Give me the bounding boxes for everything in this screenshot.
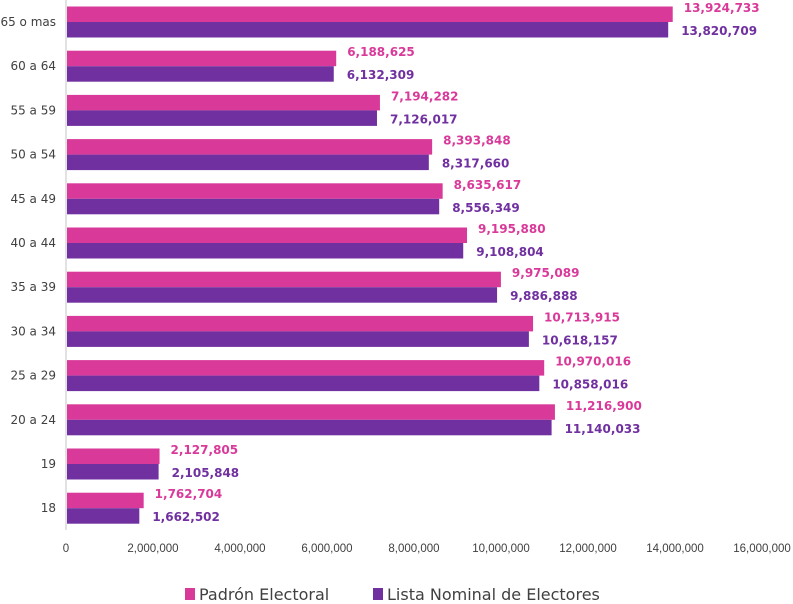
padron-data-label: 8,635,617 [454,178,522,192]
padron-bar [67,139,433,155]
category-label: 65 o mas [0,15,56,29]
padron-bar [67,227,468,243]
padron-data-label: 7,194,282 [391,89,459,103]
x-tick-label: 2,000,000 [127,543,178,555]
lista-bar [67,154,429,171]
category-label: 35 a 39 [10,280,56,294]
legend-swatch-padron [185,588,195,600]
padron-data-label: 10,970,016 [555,355,631,369]
padron-bar [67,271,501,288]
lista-data-label: 2,105,848 [172,466,240,480]
lista-bar [67,110,377,126]
lista-bar [67,419,552,436]
category-label: 20 a 24 [10,413,56,427]
lista-data-label: 11,140,033 [565,422,641,436]
category-label: 45 a 49 [10,192,56,206]
x-tick-label: 12,000,000 [559,543,617,555]
lista-bar [67,22,669,38]
padron-bar [67,360,545,376]
padron-data-label: 13,924,733 [684,1,760,15]
lista-data-label: 13,820,709 [681,24,757,38]
lista-bar [67,464,159,480]
padron-data-label: 1,762,704 [155,487,223,501]
lista-data-label: 6,132,309 [347,68,415,82]
padron-data-label: 6,188,625 [347,45,415,59]
lista-bar [67,198,440,215]
lista-bar [67,66,334,82]
category-label: 60 a 64 [10,59,56,73]
x-tick-label: 4,000,000 [214,543,265,555]
padron-bar [67,492,144,509]
lista-data-label: 8,317,660 [442,157,510,171]
padron-data-label: 2,127,805 [171,443,239,457]
lista-bar [67,508,140,524]
lista-data-label: 8,556,349 [452,201,520,215]
padron-bar [67,94,380,111]
lista-data-label: 9,108,804 [476,245,544,259]
padron-bar [67,183,443,199]
x-tick-label: 8,000,000 [388,543,439,555]
lista-data-label: 1,662,502 [152,510,220,524]
category-label: 50 a 54 [10,148,56,162]
category-label: 19 [41,457,56,471]
category-label: 25 a 29 [10,369,56,383]
padron-data-label: 9,195,880 [478,222,546,236]
x-tick-label: 14,000,000 [646,543,704,555]
legend-label-lista: Lista Nominal de Electores [387,585,600,604]
category-label: 18 [41,501,56,515]
category-label: 40 a 44 [10,236,56,250]
x-tick-label: 16,000,000 [733,543,791,555]
legend-swatch-lista [373,588,383,600]
category-label: 30 a 34 [10,324,56,338]
lista-data-label: 10,618,157 [542,333,618,347]
lista-bar [67,287,498,303]
lista-data-label: 9,886,888 [510,289,578,303]
lista-bar [67,375,540,392]
lista-data-label: 7,126,017 [390,112,458,126]
padron-bar [67,50,337,67]
lista-bar [67,243,464,259]
padron-data-label: 8,393,848 [443,134,511,148]
legend: Padrón Electoral Lista Nominal de Electo… [185,585,600,604]
padron-data-label: 11,216,900 [566,399,642,413]
padron-bar [67,448,160,464]
x-tick-label: 0 [63,543,69,555]
padron-data-label: 10,713,915 [544,310,620,324]
lista-data-label: 10,858,016 [552,378,628,392]
category-label: 55 a 59 [10,103,56,117]
padron-bar [67,404,555,420]
x-tick-label: 10,000,000 [472,543,530,555]
lista-bar [67,331,529,347]
x-tick-label: 6,000,000 [301,543,352,555]
padron-data-label: 9,975,089 [512,266,580,280]
legend-label-padron: Padrón Electoral [199,585,329,604]
padron-bar [67,6,673,22]
padron-bar [67,315,534,332]
